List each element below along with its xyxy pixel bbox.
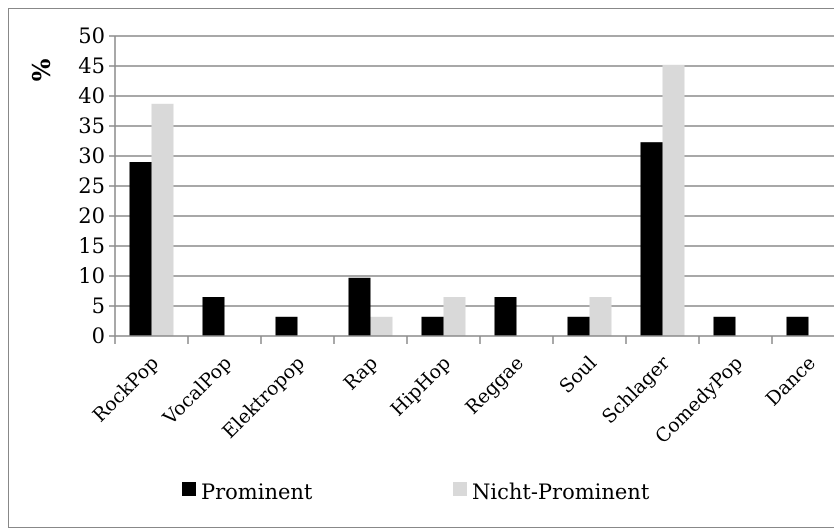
y-tick-label: 50 [78,24,105,48]
bar-prominent-comedypop [713,316,736,336]
y-tick-label: 40 [78,84,105,108]
x-category-label: HipHop [386,352,455,421]
bar-prominent-rap [348,277,371,336]
y-tick-label: 0 [92,324,105,348]
y-tick-labels: 0 5 10 15 20 25 30 35 40 45 50 [78,24,105,348]
bar-nicht-prominent-soul [589,297,612,336]
x-category-label: Dance [762,352,820,410]
y-tick-label: 15 [78,234,105,258]
legend: Prominent Nicht-Prominent [182,480,650,504]
x-category-label: Rap [339,352,382,395]
x-category-label: VocalPop [158,352,236,430]
x-category-label: RockPop [88,352,163,427]
bars [129,64,809,337]
gridlines [115,35,834,307]
x-category-label: Schlager [598,351,675,428]
bar-prominent-rockpop [129,162,152,336]
legend-swatch [182,482,196,496]
bar-nicht-prominent-schlager [662,64,685,337]
legend-swatch [453,482,467,496]
legend-label: Nicht-Prominent [472,480,650,504]
y-tick-label: 45 [78,54,105,78]
y-tick-label: 5 [92,294,105,318]
y-axis-label: % [27,58,56,81]
bar-prominent-reggae [494,297,517,336]
axes [109,35,834,344]
y-tick-label: 35 [78,114,105,138]
bar-nicht-prominent-hiphop [443,297,466,336]
bar-prominent-elektropop [275,316,298,336]
bar-nicht-prominent-rockpop [151,103,174,336]
bar-prominent-schlager [640,142,663,336]
bar-nicht-prominent-rap [370,316,393,336]
bar-prominent-dance [786,316,809,336]
y-tick-label: 10 [78,264,105,288]
legend-label: Prominent [201,480,313,504]
bar-chart: 0 5 10 15 20 25 30 35 40 45 50 RockPopVocalPopElek… [27,24,834,504]
y-tick-label: 30 [78,144,105,168]
bar-prominent-hiphop [421,316,444,336]
x-category-label: Reggae [461,352,528,419]
y-tick-label: 20 [78,204,105,228]
y-tick-label: 25 [78,174,105,198]
bar-prominent-vocalpop [202,297,225,336]
x-category-label: Soul [555,352,601,398]
bar-prominent-soul [567,316,590,336]
